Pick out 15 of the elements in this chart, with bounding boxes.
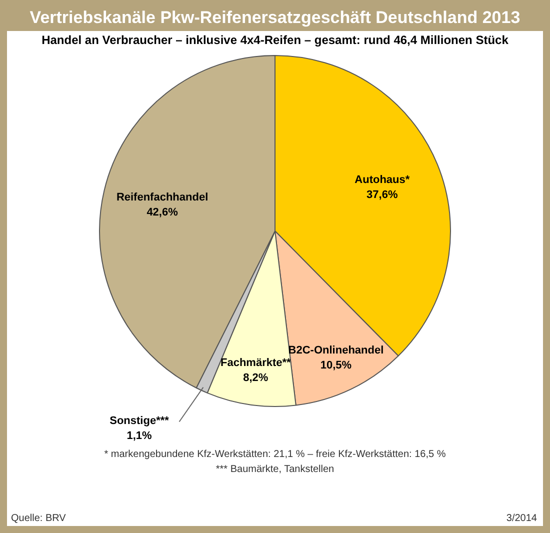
data-label: 8,2% <box>243 372 268 384</box>
slice-label: Fachmärkte** <box>220 357 292 370</box>
slice-label: Autohaus* <box>354 174 410 186</box>
chart-title: Vertriebskanäle Pkw-Reifenersatzgeschäft Deutschland 2013 <box>7 7 543 31</box>
data-label: 37,6% <box>366 189 398 202</box>
slice-label: Sonstige*** <box>110 414 170 427</box>
text: *** Baumärkte, Tankstellen <box>214 463 336 477</box>
text: 3/2014 <box>506 513 537 524</box>
data-label: 1,1% <box>126 430 152 442</box>
data-label: 10,5% <box>320 360 352 372</box>
chart-subtitle: Handel an Verbraucher – inklusive 4x4-Reifen – gesamt: rund 46,4 Millionen Stück <box>40 33 510 47</box>
source-note: Quelle: BRV <box>11 513 66 524</box>
slice-label: Reifenfachhandel <box>116 191 208 204</box>
text: * markengebundene Kfz-Werkstätten: 21,1 % – freie Kfz-Werkstätten: 16,5 % <box>103 448 447 462</box>
data-label: 42,6% <box>146 206 178 218</box>
